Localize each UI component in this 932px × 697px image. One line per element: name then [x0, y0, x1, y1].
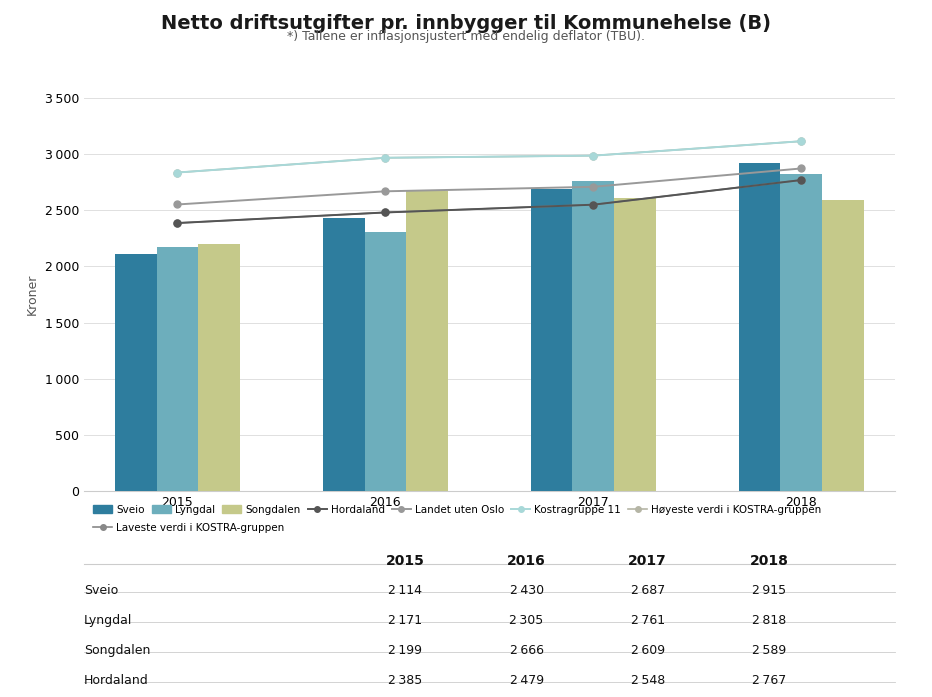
Hordaland [379, 208, 391, 217]
Text: Songdalen: Songdalen [84, 644, 150, 657]
Laveste verdi i KOSTRA-gruppen [379, 208, 391, 217]
Bar [406, 192, 447, 491]
Bar [323, 218, 364, 491]
Text: 2015: 2015 [386, 554, 425, 568]
Text: 2 548: 2 548 [631, 674, 665, 687]
Bar [780, 174, 822, 491]
Text: 2 171: 2 171 [389, 614, 422, 627]
Line: Høyeste verdi i KOSTRA-gruppen: Høyeste verdi i KOSTRA-gruppen [174, 138, 804, 176]
Høyeste verdi i KOSTRA-gruppen [379, 153, 391, 162]
Høyeste verdi i KOSTRA-gruppen [796, 137, 807, 146]
Line: Kostragruppe 11: Kostragruppe 11 [174, 138, 804, 176]
Text: 2 114: 2 114 [389, 584, 422, 597]
Bar [364, 232, 406, 491]
Text: 2 479: 2 479 [510, 674, 543, 687]
Text: 2 609: 2 609 [631, 644, 665, 657]
Text: 2 915: 2 915 [752, 584, 786, 597]
Bar [531, 189, 572, 491]
Laveste verdi i KOSTRA-gruppen [588, 201, 599, 209]
Text: 2 818: 2 818 [752, 614, 786, 627]
Text: 2 385: 2 385 [389, 674, 422, 687]
Text: *) Tallene er inflasjonsjustert med endelig deflator (TBU).: *) Tallene er inflasjonsjustert med ende… [287, 30, 645, 43]
Text: 2016: 2016 [507, 554, 546, 568]
Bar [115, 254, 157, 491]
Bar [199, 244, 240, 491]
Landet uten Oslo [796, 164, 807, 173]
Hordaland [588, 201, 599, 209]
Line: Landet uten Oslo: Landet uten Oslo [174, 165, 804, 208]
Kostragruppe 11 [588, 151, 599, 160]
Text: 2 199: 2 199 [389, 644, 422, 657]
Hordaland [171, 219, 183, 227]
Høyeste verdi i KOSTRA-gruppen [588, 151, 599, 160]
Text: 2 430: 2 430 [510, 584, 543, 597]
Text: Netto driftsutgifter pr. innbygger til Kommunehelse (B): Netto driftsutgifter pr. innbygger til K… [161, 14, 771, 33]
Text: 2 305: 2 305 [510, 614, 543, 627]
Text: 2018: 2018 [749, 554, 788, 568]
Landet uten Oslo [171, 200, 183, 208]
Line: Hordaland: Hordaland [174, 176, 804, 227]
Bar [822, 200, 864, 491]
Bar [739, 163, 780, 491]
Landet uten Oslo [379, 187, 391, 195]
Text: Lyngdal: Lyngdal [84, 614, 132, 627]
Bar [614, 198, 655, 491]
Text: Hordaland: Hordaland [84, 674, 148, 687]
Kostragruppe 11 [796, 137, 807, 146]
Høyeste verdi i KOSTRA-gruppen [171, 169, 183, 177]
Legend: Sveio, Lyngdal, Songdalen, Hordaland, Landet uten Oslo, Kostragruppe 11, Høyeste: Sveio, Lyngdal, Songdalen, Hordaland, La… [89, 500, 826, 519]
Text: 2 666: 2 666 [510, 644, 543, 657]
Text: 2 687: 2 687 [631, 584, 665, 597]
Bar [157, 247, 199, 491]
Text: 2 761: 2 761 [631, 614, 665, 627]
Kostragruppe 11 [171, 169, 183, 177]
Landet uten Oslo [588, 183, 599, 191]
Kostragruppe 11 [379, 153, 391, 162]
Text: 2017: 2017 [628, 554, 667, 568]
Text: Sveio: Sveio [84, 584, 118, 597]
Y-axis label: Kroner: Kroner [26, 274, 39, 315]
Line: Laveste verdi i KOSTRA-gruppen: Laveste verdi i KOSTRA-gruppen [174, 176, 804, 227]
Hordaland [796, 176, 807, 184]
Laveste verdi i KOSTRA-gruppen [796, 176, 807, 184]
Bar [572, 181, 614, 491]
Text: 2 767: 2 767 [752, 674, 786, 687]
Laveste verdi i KOSTRA-gruppen [171, 219, 183, 227]
Text: 2 589: 2 589 [752, 644, 786, 657]
Legend: Laveste verdi i KOSTRA-gruppen: Laveste verdi i KOSTRA-gruppen [89, 519, 289, 537]
